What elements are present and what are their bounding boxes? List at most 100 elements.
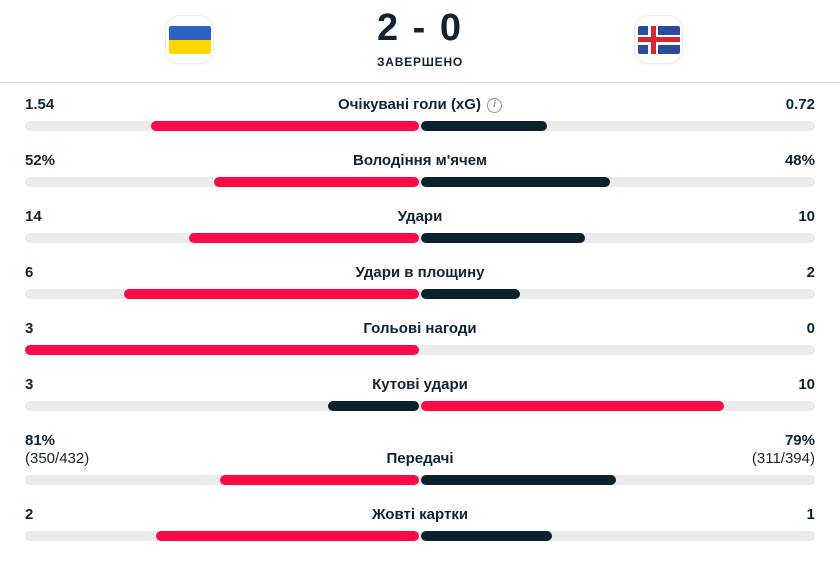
home-value: 6 [25,264,34,281]
match-header: 2 - 0 ЗАВЕРШЕНО [0,0,840,83]
stat-bar-track [25,475,815,485]
stat-bar-track [25,289,815,299]
stat-bar-track [25,531,815,541]
away-stat-bar [421,401,725,411]
home-stat-bar [214,177,419,187]
home-stat-bar [156,531,419,541]
stat-label-text: Передачі [386,450,454,467]
home-sub-value: (350/432) [25,450,90,467]
stat-row: 3 Гольові нагоди 0 [25,320,815,355]
home-value-block: 1.54 [25,96,338,114]
ukraine-flag-icon [168,25,211,54]
away-value: 10 [798,208,815,225]
away-value: 79% [784,432,815,449]
home-value: 3 [25,320,34,337]
home-value-block: 3 [25,376,372,394]
stat-values-row: 2 Жовті картки 1 [25,506,815,524]
home-stat-bar [219,475,419,485]
stat-label: Гольові нагоди [363,320,476,338]
match-status: ЗАВЕРШЕНО [376,54,464,69]
stat-bar-track [25,233,815,243]
iceland-flag-red-cross-horizontal [637,37,680,42]
away-stat-bar [421,475,616,485]
stat-values-row: 3 Кутові удари 10 [25,376,815,394]
stat-label-text: Удари [397,208,443,225]
home-value: 14 [25,208,42,225]
away-stat-bar [421,177,611,187]
home-value-block: 81% (350/432) [25,432,387,468]
stat-row: 3 Кутові удари 10 [25,376,815,411]
stat-label: Жовті картки [372,506,468,524]
home-value-block: 2 [25,506,372,524]
away-value: 0 [806,320,815,337]
stat-row: 81% (350/432) Передачі 79% (311/394) [25,432,815,485]
home-value: 81% [25,432,56,449]
stat-values-row: 1.54 Очікувані голи (xG) i 0.72 [25,96,815,114]
away-value: 2 [806,264,815,281]
stat-values-row: 14 Удари 10 [25,208,815,226]
away-value-block: 48% [487,152,815,170]
home-stat-bar [150,121,419,131]
away-value: 10 [798,376,815,393]
score-block: 2 - 0 ЗАВЕРШЕНО [0,7,840,69]
away-value: 1 [806,506,815,523]
stat-bar-track [25,177,815,187]
stat-label: Удари в площину [355,264,484,282]
stat-row: 14 Удари 10 [25,208,815,243]
stat-label: Удари [398,208,443,226]
home-value: 3 [25,376,34,393]
stat-label: Очікувані голи (xG) i [338,96,502,114]
stats-list: 1.54 Очікувані голи (xG) i 0.72 52% Володіння… [0,83,840,541]
away-value: 0.72 [785,96,815,113]
away-value-block: 10 [442,208,815,226]
away-value-block: 10 [468,376,815,394]
away-stat-bar [421,233,586,243]
away-stat-bar [421,531,553,541]
home-team-flag-button[interactable] [165,15,214,64]
home-stat-bar [25,345,419,355]
stat-label-text: Жовті картки [371,506,469,523]
away-value-block: 0 [477,320,815,338]
away-value-block: 1 [468,506,815,524]
stat-bar-track [25,345,815,355]
stat-row: 52% Володіння м'ячем 48% [25,152,815,187]
home-value-block: 14 [25,208,398,226]
stat-label: Володіння м'ячем [353,152,487,170]
stat-label-text: Гольові нагоди [363,320,477,337]
stat-label-text: Очікувані голи (xG) [338,96,481,113]
home-value: 1.54 [25,96,55,113]
home-value: 52% [25,152,56,169]
stat-values-row: 3 Гольові нагоди 0 [25,320,815,338]
match-score: 2 - 0 [376,7,464,49]
away-stat-bar [421,121,547,131]
away-sub-value: (311/394) [751,450,815,467]
away-stat-bar [421,289,520,299]
stat-label: Кутові удари [372,376,468,394]
stat-row: 6 Удари в площину 2 [25,264,815,299]
stat-row: 1.54 Очікувані голи (xG) i 0.72 [25,96,815,131]
home-value-block: 52% [25,152,353,170]
away-value: 48% [784,152,815,169]
home-stat-bar [328,401,419,411]
stat-values-row: 52% Володіння м'ячем 48% [25,152,815,170]
home-stat-bar [189,233,419,243]
away-value-block: 79% (311/394) [454,432,815,468]
home-stat-bar [123,289,419,299]
info-icon[interactable]: i [486,97,502,113]
stat-label-text: Кутові удари [372,376,468,393]
away-team-flag-button[interactable] [634,15,683,64]
stat-label: Передачі [387,450,454,468]
home-value-block: 3 [25,320,363,338]
stat-row: 2 Жовті картки 1 [25,506,815,541]
stat-values-row: 6 Удари в площину 2 [25,264,815,282]
stat-bar-track [25,401,815,411]
away-value-block: 2 [485,264,815,282]
stat-values-row: 81% (350/432) Передачі 79% (311/394) [25,432,815,468]
stat-bar-track [25,121,815,131]
away-value-block: 0.72 [502,96,815,114]
ukraine-flag-blue-band [168,25,211,40]
home-value-block: 6 [25,264,355,282]
stat-label-text: Володіння м'ячем [352,152,487,169]
home-value: 2 [25,506,34,523]
